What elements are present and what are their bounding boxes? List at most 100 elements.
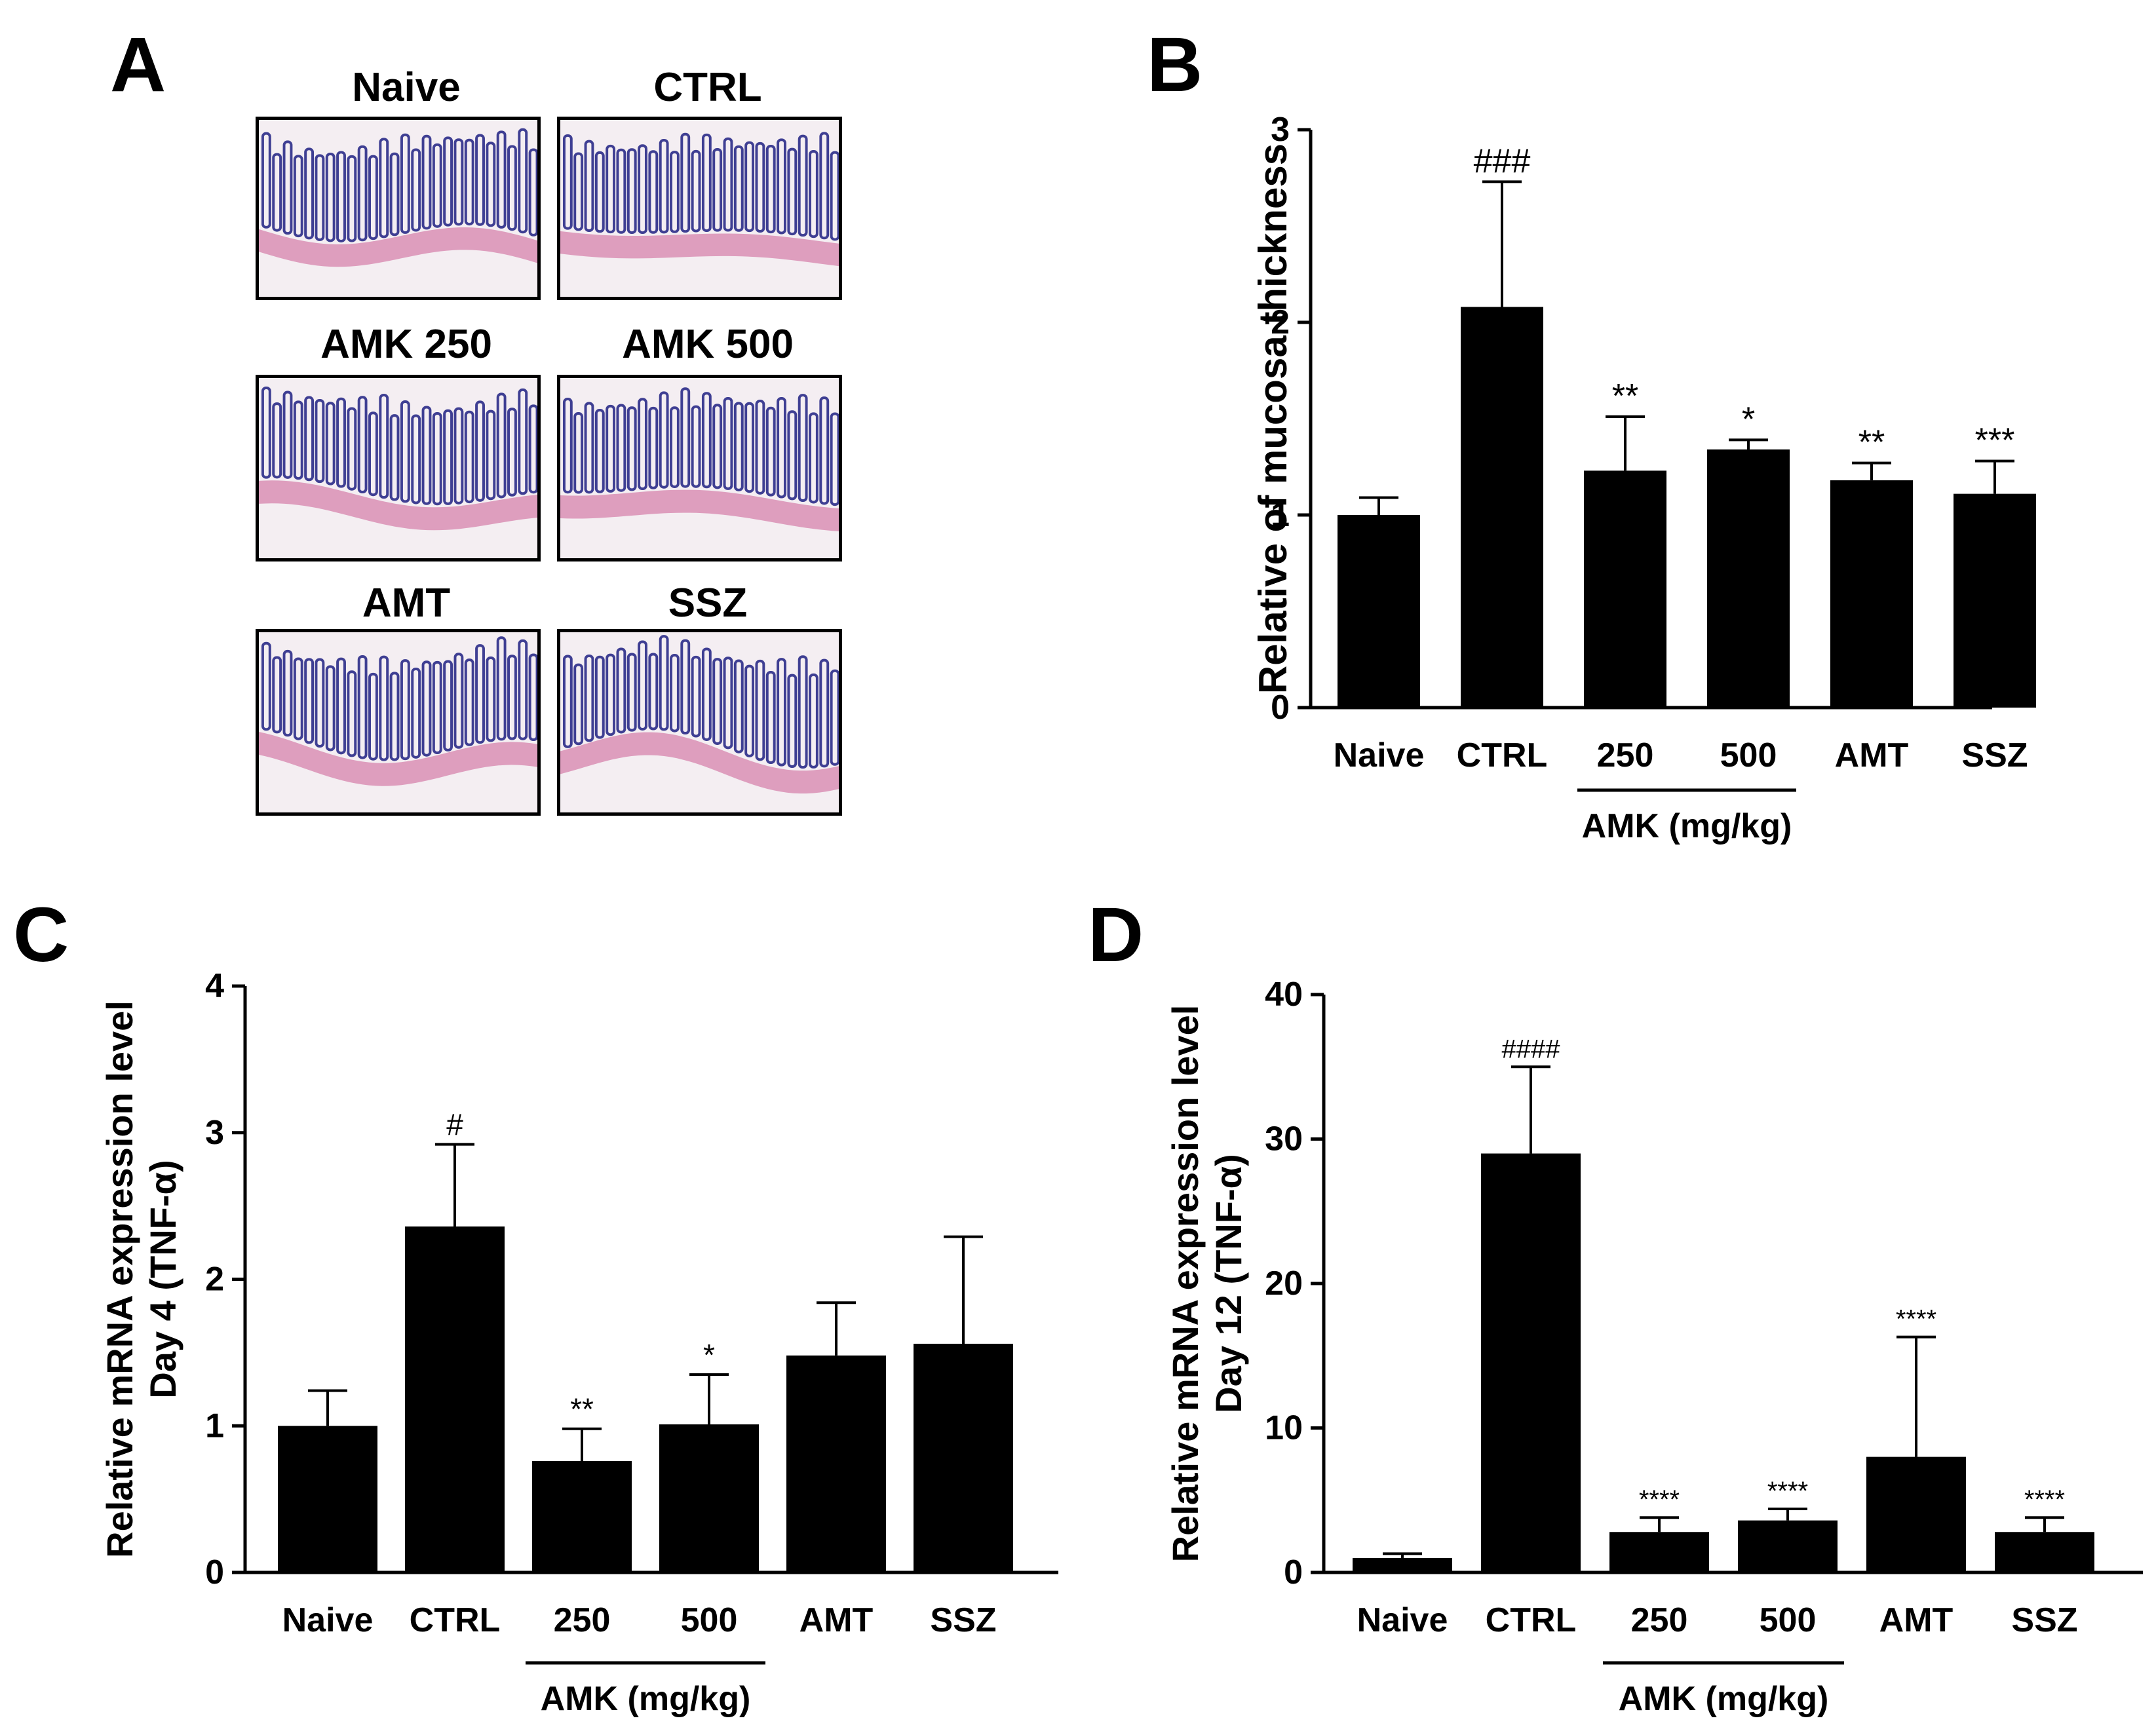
tissue-crypt bbox=[282, 140, 293, 235]
tissue-crypt bbox=[475, 400, 485, 502]
panel-b-letter: B bbox=[1147, 22, 1203, 108]
y-tick-label: 3 bbox=[1271, 111, 1290, 149]
tissue-crypt bbox=[368, 672, 378, 761]
y-tick-label: 0 bbox=[205, 1553, 224, 1591]
category-label: CTRL bbox=[1486, 1601, 1577, 1639]
tissue-crypt bbox=[701, 647, 712, 741]
tissue-crypt bbox=[809, 150, 818, 238]
tissue-crypt bbox=[680, 639, 691, 735]
tissue-crypt bbox=[453, 407, 464, 504]
tissue-crypt bbox=[712, 658, 723, 745]
tissue-crypt bbox=[659, 391, 669, 489]
bar bbox=[1995, 1532, 2094, 1572]
bar bbox=[1481, 1153, 1581, 1572]
category-label: AMT bbox=[799, 1601, 874, 1639]
panel-d-letter: D bbox=[1088, 892, 1144, 978]
tissue-crypt bbox=[638, 144, 647, 235]
significance-label: ### bbox=[1474, 142, 1531, 180]
tissue-crypt bbox=[712, 148, 723, 232]
tissue-muscle-layer bbox=[560, 489, 839, 531]
tissue-crypt bbox=[325, 153, 336, 242]
tissue-crypt bbox=[411, 414, 421, 504]
tissue-crypt bbox=[765, 145, 776, 234]
tissue-crypt bbox=[400, 400, 410, 503]
tissue-illustration bbox=[560, 632, 839, 812]
histology-label-amk250: AMK 250 bbox=[320, 322, 492, 367]
tissue-crypt bbox=[336, 657, 346, 755]
tissue-crypt bbox=[744, 664, 755, 757]
tissue-crypt bbox=[616, 404, 626, 492]
y-tick-label: 0 bbox=[1271, 689, 1290, 727]
significance-label: ** bbox=[570, 1392, 594, 1426]
y-tick-label: 30 bbox=[1265, 1120, 1303, 1158]
tissue-illustration bbox=[259, 632, 537, 812]
bar bbox=[405, 1226, 505, 1572]
tissue-crypt bbox=[315, 398, 325, 484]
category-label: 250 bbox=[554, 1601, 611, 1639]
histology-label-naive: Naive bbox=[352, 65, 461, 110]
tissue-crypt bbox=[712, 404, 723, 489]
y-tick-label: 40 bbox=[1265, 976, 1303, 1014]
tissue-crypt bbox=[830, 412, 839, 506]
tissue-crypt bbox=[691, 655, 701, 738]
tissue-muscle-layer bbox=[259, 732, 537, 786]
tissue-crypt bbox=[606, 404, 616, 493]
significance-label: #### bbox=[1502, 1035, 1561, 1063]
tissue-crypt bbox=[432, 660, 442, 754]
significance-label: * bbox=[703, 1338, 715, 1372]
tissue-illustration bbox=[560, 378, 839, 558]
tissue-crypt bbox=[798, 394, 808, 503]
tissue-crypt bbox=[777, 658, 786, 767]
y-tick-label: 4 bbox=[205, 967, 224, 1005]
tissue-crypt bbox=[777, 396, 786, 499]
tissue-crypt bbox=[336, 397, 346, 488]
category-label: Naive bbox=[1334, 736, 1425, 774]
bar bbox=[278, 1426, 377, 1572]
bar bbox=[1707, 449, 1790, 708]
tissue-crypt bbox=[680, 387, 691, 488]
tissue-crypt bbox=[798, 134, 808, 237]
tissue-crypt bbox=[562, 655, 573, 748]
y-tick-label: 10 bbox=[1265, 1409, 1303, 1447]
tissue-crypt bbox=[626, 406, 637, 491]
tissue-crypt bbox=[357, 145, 368, 242]
tissue-crypt bbox=[304, 147, 315, 240]
category-label: AMT bbox=[1835, 736, 1909, 774]
histology-image-naive bbox=[256, 117, 541, 300]
tissue-crypt bbox=[272, 656, 282, 734]
significance-label: **** bbox=[1767, 1477, 1808, 1506]
tissue-crypt bbox=[496, 392, 507, 499]
tissue-crypt bbox=[787, 410, 798, 501]
tissue-crypt bbox=[304, 658, 315, 744]
category-label: SSZ bbox=[930, 1601, 996, 1639]
tissue-crypt bbox=[680, 132, 691, 233]
tissue-crypt bbox=[389, 152, 400, 237]
tissue-crypt bbox=[325, 665, 336, 751]
tissue-crypt bbox=[584, 402, 594, 494]
histology-image-amk250 bbox=[256, 375, 541, 561]
tissue-crypt bbox=[315, 154, 325, 241]
tissue-crypt bbox=[507, 145, 517, 231]
bar bbox=[1609, 1532, 1709, 1572]
histology-label-amk500: AMK 500 bbox=[622, 322, 794, 367]
tissue-crypt bbox=[496, 636, 507, 741]
bar bbox=[532, 1460, 632, 1572]
tissue-crypt bbox=[507, 655, 517, 740]
tissue-crypt bbox=[261, 641, 271, 731]
tissue-crypt bbox=[819, 396, 830, 505]
tissue-crypt bbox=[606, 653, 616, 736]
tissue-muscle-layer bbox=[560, 732, 839, 794]
tissue-crypt bbox=[744, 402, 755, 493]
tissue-crypt bbox=[691, 149, 701, 233]
tissue-crypt bbox=[733, 402, 744, 491]
panel-a-letter: A bbox=[110, 22, 166, 108]
y-axis-title-line1: Relative mRNA expression level bbox=[1165, 1005, 1206, 1563]
histology-label-ssz: SSZ bbox=[668, 580, 748, 626]
bar bbox=[786, 1355, 886, 1572]
tissue-crypt bbox=[347, 407, 357, 491]
tissue-crypt bbox=[389, 672, 400, 761]
tissue-crypt bbox=[486, 142, 496, 227]
tissue-crypt bbox=[389, 414, 400, 501]
